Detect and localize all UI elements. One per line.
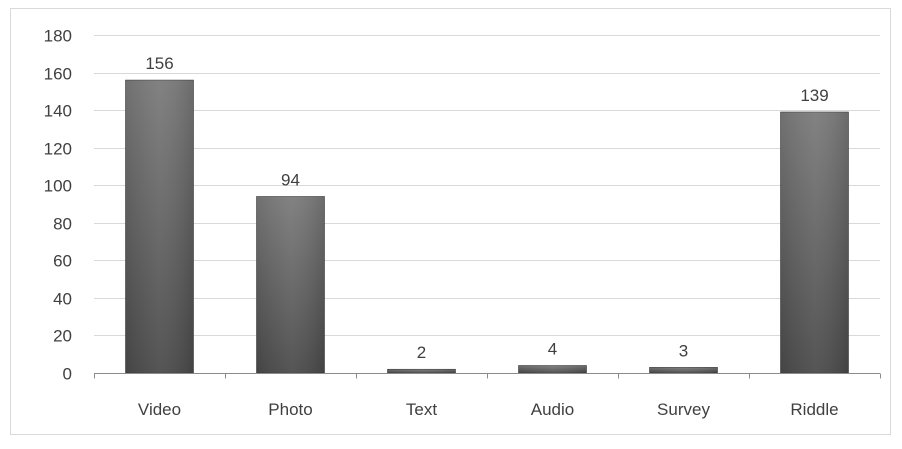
data-label: 4 — [548, 339, 557, 358]
y-tick-label: 160 — [44, 65, 72, 84]
x-axis-ticks: Video Photo Text Audio Survey Riddle — [138, 400, 839, 419]
y-axis-ticks: 0 20 40 60 80 100 120 140 160 180 — [44, 27, 72, 384]
bar-shading — [518, 365, 587, 373]
bar-shading — [387, 369, 456, 373]
x-tick-label: Audio — [531, 400, 574, 419]
y-tick-label: 20 — [53, 327, 72, 346]
data-label: 156 — [145, 54, 173, 73]
x-tick-label: Video — [138, 400, 181, 419]
bar-shading — [780, 111, 849, 373]
y-tick-label: 120 — [44, 140, 72, 159]
data-label: 94 — [281, 170, 300, 189]
x-tick-label: Survey — [657, 400, 710, 419]
x-axis — [94, 373, 881, 379]
bar-shading — [125, 80, 194, 374]
gridlines — [94, 35, 880, 336]
bar-shading — [649, 367, 718, 373]
x-tick-label: Riddle — [790, 400, 838, 419]
y-tick-label: 40 — [53, 290, 72, 309]
y-tick-label: 0 — [63, 365, 72, 384]
data-labels: 156 94 2 4 3 139 — [145, 54, 828, 362]
bars — [125, 79, 849, 374]
y-tick-label: 80 — [53, 215, 72, 234]
y-tick-label: 60 — [53, 252, 72, 271]
y-tick-label: 100 — [44, 177, 72, 196]
x-tick-label: Photo — [268, 400, 312, 419]
x-tick-label: Text — [406, 400, 437, 419]
data-label: 2 — [417, 343, 426, 362]
y-tick-label: 140 — [44, 102, 72, 121]
data-label: 139 — [800, 86, 828, 105]
data-label: 3 — [679, 341, 688, 360]
y-tick-label: 180 — [44, 27, 72, 46]
bar-shading — [256, 196, 325, 373]
